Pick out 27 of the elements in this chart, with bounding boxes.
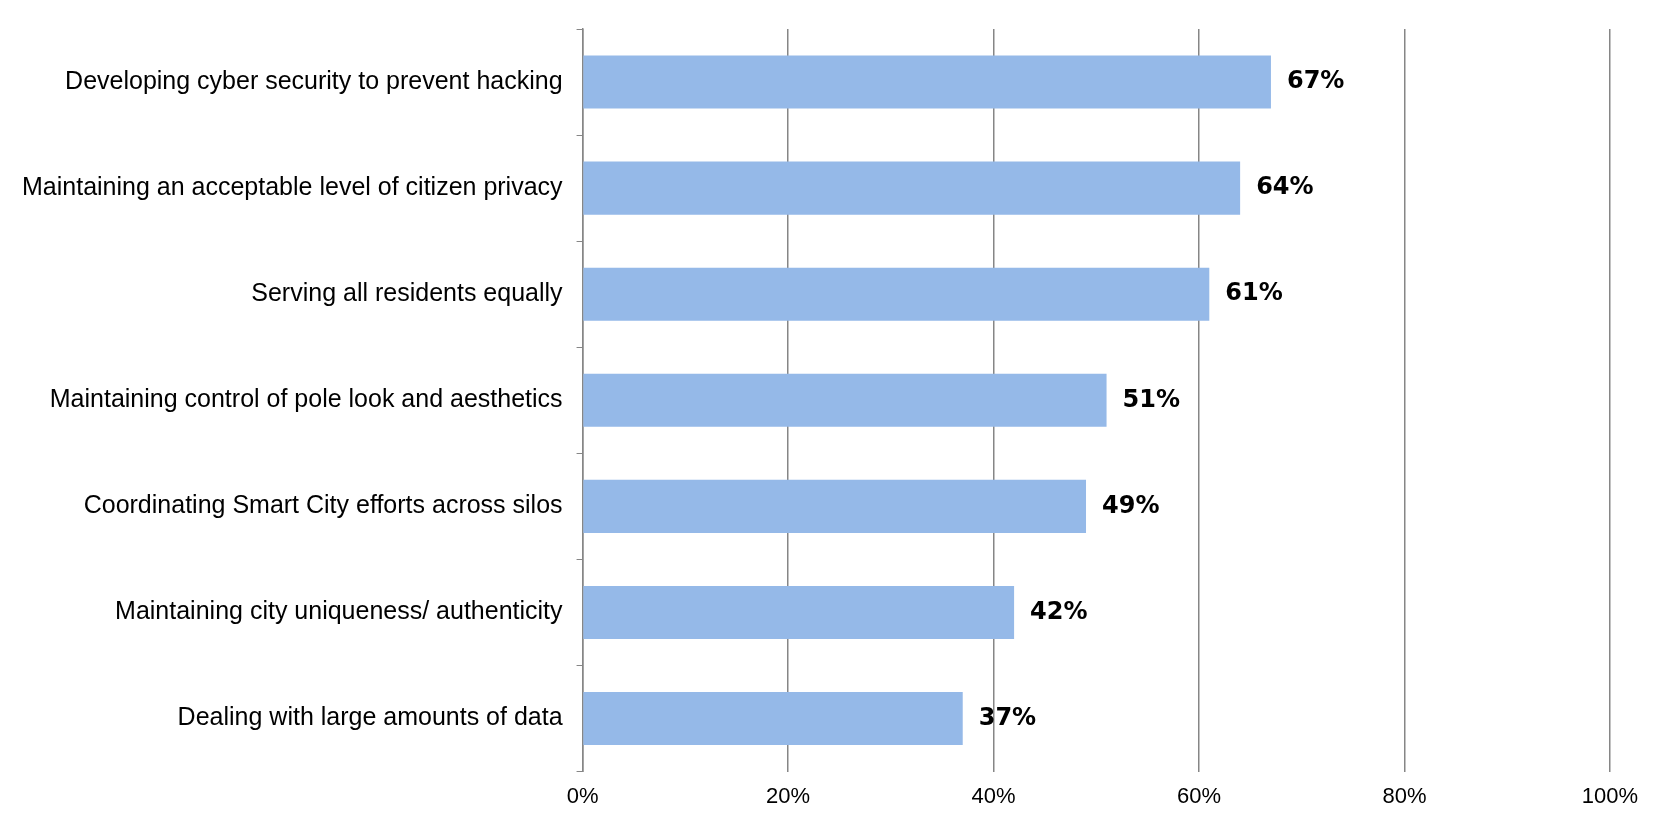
bar	[583, 55, 1271, 109]
y-tick-label: Maintaining city uniqueness/ authenticity	[115, 596, 564, 625]
y-tick-label: Maintaining control of pole look and aesthetics	[49, 384, 563, 413]
x-tick-label: 60%	[1177, 782, 1222, 808]
y-tick-label: Maintaining an acceptable level of citizen privacy	[22, 172, 564, 201]
bar	[583, 692, 963, 746]
y-tick-label: Coordinating Smart City efforts across silos	[83, 490, 563, 519]
bar	[583, 479, 1087, 533]
bar	[583, 267, 1210, 321]
data-label: 64%	[1256, 172, 1314, 201]
data-label: 49%	[1102, 490, 1160, 519]
x-tick-label: 20%	[766, 782, 811, 808]
x-tick-label: 40%	[971, 782, 1016, 808]
x-tick-label: 80%	[1382, 782, 1427, 808]
data-label: 51%	[1122, 384, 1181, 413]
bar	[583, 585, 1015, 639]
data-label: 67%	[1286, 66, 1345, 95]
y-tick-label: Dealing with large amounts of data	[177, 702, 563, 731]
x-tick-label: 100%	[1581, 782, 1639, 808]
x-tick-label: 0%	[566, 782, 599, 808]
y-tick-label: Developing cyber security to prevent hacking	[65, 65, 563, 94]
bar	[583, 373, 1107, 427]
data-label: 61%	[1225, 278, 1283, 307]
y-tick-label: Serving all residents equally	[251, 278, 564, 307]
bar	[583, 161, 1241, 215]
data-label: 42%	[1030, 596, 1088, 625]
data-label: 37%	[978, 702, 1037, 731]
